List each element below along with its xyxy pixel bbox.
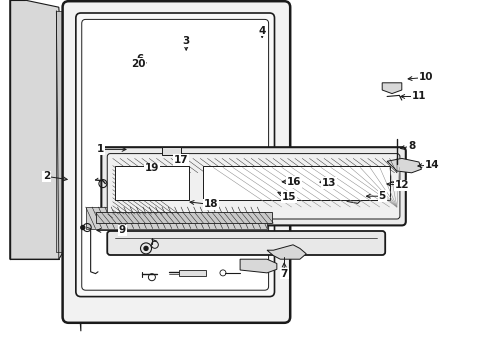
FancyBboxPatch shape [76, 13, 274, 297]
Bar [162, 147, 181, 155]
Text: 1: 1 [97, 144, 104, 154]
Circle shape [81, 225, 85, 230]
Polygon shape [267, 245, 306, 259]
Polygon shape [341, 196, 362, 203]
Text: 14: 14 [425, 160, 440, 170]
FancyBboxPatch shape [82, 19, 269, 290]
Text: 13: 13 [322, 178, 337, 188]
Text: 8: 8 [408, 141, 415, 151]
Text: 5: 5 [379, 191, 386, 201]
Text: 11: 11 [412, 91, 426, 102]
FancyBboxPatch shape [107, 154, 400, 219]
Polygon shape [387, 158, 421, 173]
FancyBboxPatch shape [107, 231, 385, 255]
Polygon shape [382, 83, 402, 94]
Text: 12: 12 [394, 180, 409, 190]
Text: 7: 7 [280, 269, 288, 279]
Text: 2: 2 [43, 171, 50, 181]
Text: 10: 10 [419, 72, 434, 82]
Circle shape [144, 246, 148, 251]
Polygon shape [10, 0, 81, 331]
Polygon shape [56, 11, 69, 252]
Text: 18: 18 [203, 199, 218, 210]
Text: 15: 15 [282, 192, 296, 202]
FancyBboxPatch shape [63, 1, 290, 323]
Text: 4: 4 [258, 26, 266, 36]
Bar [203, 166, 390, 200]
Polygon shape [240, 259, 277, 273]
FancyBboxPatch shape [101, 147, 406, 225]
Text: 17: 17 [174, 155, 189, 165]
Text: 9: 9 [119, 225, 126, 235]
Text: 6: 6 [136, 54, 143, 64]
Text: 20: 20 [131, 59, 146, 69]
Text: 16: 16 [287, 177, 301, 187]
Bar [115, 166, 189, 200]
Text: 19: 19 [145, 163, 159, 174]
Text: 3: 3 [183, 36, 190, 46]
Bar [86, 207, 267, 229]
Bar [179, 270, 206, 276]
Bar [96, 212, 272, 223]
